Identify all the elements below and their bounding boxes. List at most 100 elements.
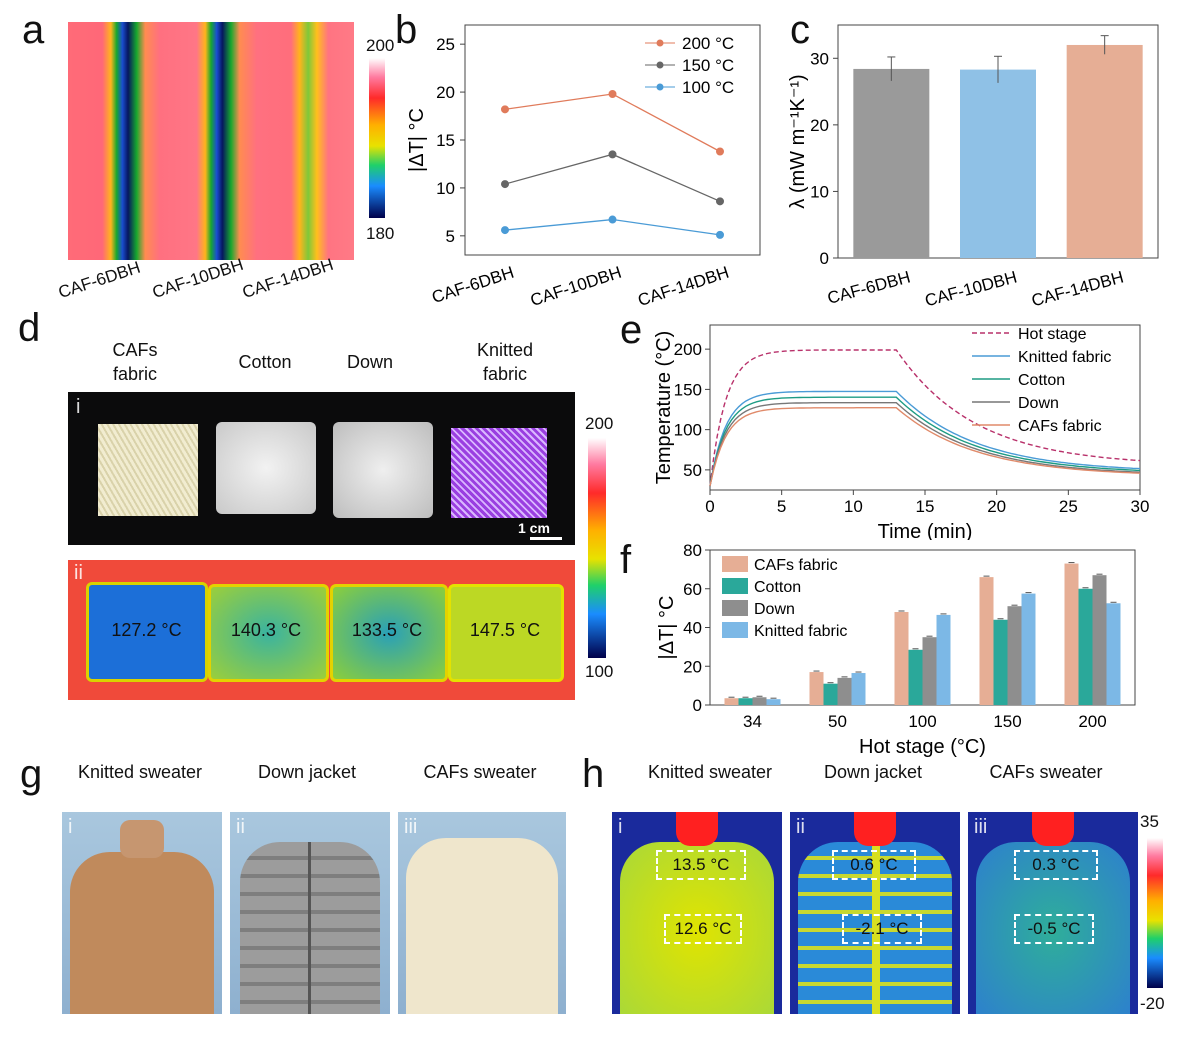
y-axis-label: |ΔT| °C bbox=[406, 108, 428, 172]
scale-bar bbox=[530, 537, 562, 540]
a-xtick-1: CAF-6DBH bbox=[56, 257, 143, 303]
bar bbox=[979, 577, 994, 705]
cafs-thermal-patch bbox=[86, 582, 208, 682]
photo-knitted-sweater: i bbox=[62, 812, 222, 1014]
heatmap-a bbox=[68, 22, 354, 260]
x-tick-label: CAF-14DBH bbox=[636, 263, 732, 310]
y-tick-label: 0 bbox=[693, 696, 702, 715]
data-point bbox=[716, 230, 724, 239]
colorbar-a-min: 180 bbox=[366, 224, 395, 243]
bar bbox=[922, 637, 937, 705]
legend-label: CAFs fabric bbox=[1018, 418, 1102, 435]
x-tick-label: 200 bbox=[1078, 712, 1106, 731]
bar bbox=[960, 69, 1036, 258]
series-line bbox=[709, 349, 1141, 487]
x-tick-label: CAF-10DBH bbox=[528, 263, 624, 310]
chart-f: 0 20 40 60 80 34 50 100 150 200 Hot stage (°C) |ΔT|… bbox=[656, 541, 1136, 758]
y-tick-label: 200 bbox=[674, 340, 702, 359]
x-tick-label: CAF-6DBH bbox=[430, 263, 517, 307]
legend-label: Knitted fabric bbox=[1018, 349, 1111, 366]
x-tick-label: 150 bbox=[993, 712, 1021, 731]
y-tick-label: 15 bbox=[436, 131, 455, 150]
data-point bbox=[501, 226, 509, 235]
legend-label: Knitted fabric bbox=[754, 623, 847, 640]
legend-swatch bbox=[722, 600, 748, 616]
bar bbox=[766, 699, 781, 705]
thermal-zipper bbox=[872, 842, 880, 1014]
bar bbox=[1007, 606, 1022, 705]
thermal-body bbox=[620, 842, 774, 1014]
colorbar-a-max: 200 bbox=[366, 36, 395, 55]
sample-label-cafs: CAFs fabric bbox=[112, 340, 158, 384]
down-swatch bbox=[333, 422, 433, 518]
x-tick-label: 5 bbox=[777, 497, 786, 516]
thermal-neck bbox=[854, 812, 896, 846]
photo-cafs-sweater: iii bbox=[398, 812, 566, 1014]
y-tick-label: 5 bbox=[446, 227, 455, 246]
colorbar-h-max: 35 bbox=[1140, 812, 1159, 831]
y-tick-label: 20 bbox=[810, 116, 829, 135]
bar bbox=[837, 677, 852, 705]
h-temp-down-lower: -2.1 °C bbox=[842, 914, 922, 944]
a-xtick-2: CAF-10DBH bbox=[150, 254, 246, 303]
y-tick-label: 10 bbox=[436, 179, 455, 198]
x-tick-label: 25 bbox=[1059, 497, 1078, 516]
data-point bbox=[501, 105, 509, 114]
fabric-photo: i 1 cm bbox=[68, 392, 575, 545]
colorbar-d-max: 200 bbox=[585, 414, 614, 433]
data-point bbox=[608, 150, 617, 159]
x-axis-label: Time (min) bbox=[878, 521, 973, 540]
y-tick-label: 50 bbox=[683, 461, 702, 480]
thermal-down-jacket: ii 0.6 °C -2.1 °C bbox=[790, 812, 960, 1014]
cafs-sweater-shape bbox=[406, 838, 558, 1014]
bar bbox=[1064, 563, 1079, 705]
panel-label-a: a bbox=[22, 8, 45, 52]
cotton-thermal-patch bbox=[208, 584, 329, 682]
x-tick-label: CAF-6DBH bbox=[825, 268, 912, 308]
legend-swatch bbox=[722, 622, 748, 638]
h-roman-iii: iii bbox=[974, 816, 988, 838]
bar bbox=[738, 698, 753, 705]
series-line bbox=[504, 93, 721, 153]
y-tick-label: 25 bbox=[436, 35, 455, 54]
g-roman-i: i bbox=[68, 816, 73, 838]
bar bbox=[823, 683, 838, 705]
colorbar-d-min: 100 bbox=[585, 662, 614, 681]
bar bbox=[894, 612, 909, 705]
y-tick-label: 100 bbox=[674, 421, 702, 440]
y-tick-label: 40 bbox=[683, 619, 702, 638]
cotton-swatch bbox=[216, 422, 316, 514]
sub-label-i: i bbox=[76, 396, 81, 418]
series-line bbox=[709, 396, 1141, 487]
bar bbox=[1066, 44, 1143, 258]
bar bbox=[936, 614, 951, 705]
h-title-down: Down jacket bbox=[823, 762, 923, 782]
legend-label: Down bbox=[754, 601, 795, 618]
knitted-thermal-patch bbox=[448, 584, 564, 682]
y-axis-label: |ΔT| °C bbox=[656, 596, 678, 660]
x-tick-label: 50 bbox=[828, 712, 847, 731]
photo-down-jacket: ii bbox=[230, 812, 390, 1014]
heatmap-a-colorbar bbox=[369, 58, 385, 218]
legend-label: Cotton bbox=[1018, 372, 1065, 389]
panel-label-g: g bbox=[20, 752, 43, 796]
x-tick-label: 30 bbox=[1131, 497, 1150, 516]
colorbar-h-min: -20 bbox=[1140, 994, 1165, 1013]
sample-label-knitted: Knitted fabric bbox=[476, 340, 534, 384]
h-temp-cafs-upper: 0.3 °C bbox=[1014, 850, 1098, 880]
h-temp-down-upper: 0.6 °C bbox=[832, 850, 916, 880]
y-tick-label: 10 bbox=[810, 182, 829, 201]
x-tick-label: 20 bbox=[987, 497, 1006, 516]
legend-label: 150 °C bbox=[682, 56, 734, 75]
legend-marker bbox=[656, 61, 664, 69]
legend-marker bbox=[656, 39, 664, 47]
zipper bbox=[308, 842, 311, 1014]
panel-label-f: f bbox=[620, 538, 632, 582]
thermal-cafs-sweater: iii 0.3 °C -0.5 °C bbox=[968, 812, 1138, 1014]
g-roman-iii: iii bbox=[404, 816, 418, 838]
data-point bbox=[608, 215, 617, 224]
scale-bar-label: 1 cm bbox=[518, 520, 550, 536]
legend-marker bbox=[656, 83, 664, 91]
y-axis-label: λ (mW m⁻¹K⁻¹) bbox=[788, 74, 809, 208]
series-line bbox=[504, 153, 721, 202]
